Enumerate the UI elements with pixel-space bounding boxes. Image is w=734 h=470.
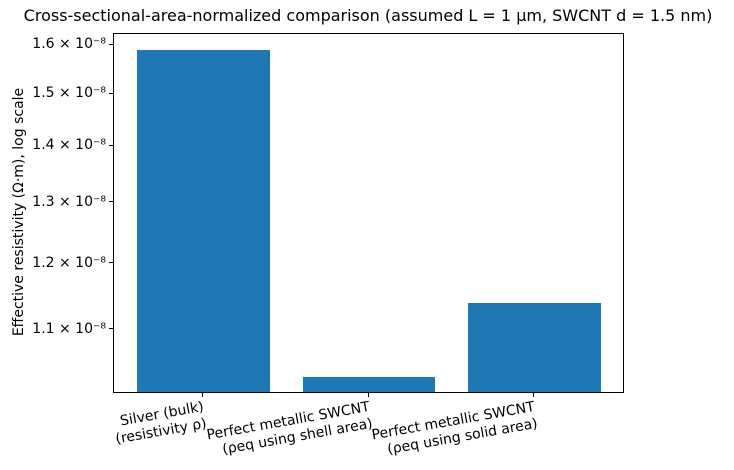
y-tick-mark [109,201,113,203]
y-tick-mark [109,328,113,330]
y-tick-label: 1.4 × 10⁻⁸ [32,137,106,154]
y-tick-mark [109,262,113,264]
x-tick-mark [533,393,535,397]
y-tick-label: 1.6 × 10⁻⁸ [32,36,106,53]
bar [302,376,436,392]
x-tick-label: Perfect metallic SWCNT (ρeq using shell a… [205,399,374,461]
y-tick-mark [109,92,113,94]
y-tick-label: 1.3 × 10⁻⁸ [32,193,106,210]
y-axis-label: Effective resistivity (Ω·m), log scale [11,87,27,337]
chart-title: Cross-sectional-area-normalized comparis… [23,6,713,25]
bar [137,49,270,392]
y-tick-label: 1.1 × 10⁻⁸ [32,320,106,337]
x-tick-mark [367,393,369,397]
bar [468,302,601,392]
y-tick-label: 1.5 × 10⁻⁸ [32,85,106,102]
x-tick-label: Perfect metallic SWCNT (ρeq using solid a… [371,399,540,461]
y-tick-label: 1.2 × 10⁻⁸ [32,254,106,271]
x-tick-mark [201,393,203,397]
plot-area [113,33,624,393]
x-tick-label: Silver (bulk) (resistivity ρ) [112,399,209,448]
y-tick-mark [109,144,113,146]
y-tick-mark [109,43,113,45]
